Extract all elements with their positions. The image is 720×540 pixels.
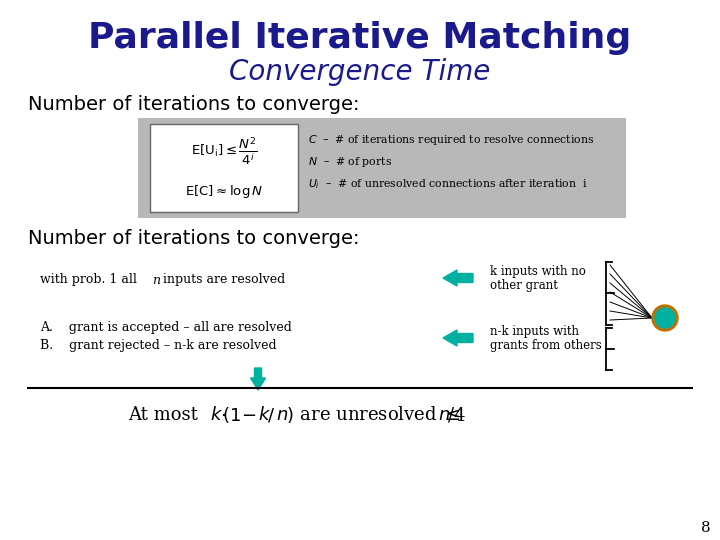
Text: $n$: $n$	[276, 406, 288, 424]
Text: k inputs with no: k inputs with no	[490, 266, 586, 279]
Text: other grant: other grant	[490, 280, 558, 293]
Text: $C$  –  # of iterations required to resolve connections: $C$ – # of iterations required to resolv…	[308, 133, 594, 147]
Text: $)$: $)$	[286, 405, 294, 425]
Text: $k$: $k$	[210, 406, 223, 424]
Text: are unresolved $\leq$: are unresolved $\leq$	[294, 406, 466, 424]
Circle shape	[652, 305, 678, 331]
FancyBboxPatch shape	[150, 124, 298, 212]
Text: $/$: $/$	[267, 406, 275, 424]
Text: n: n	[152, 273, 160, 287]
Text: $\mathrm{E[U_i]} \leq \dfrac{N^2}{4^i}$: $\mathrm{E[U_i]} \leq \dfrac{N^2}{4^i}$	[191, 136, 257, 168]
Text: grants from others: grants from others	[490, 340, 602, 353]
Text: n-k inputs with: n-k inputs with	[490, 326, 579, 339]
Text: $n$: $n$	[438, 406, 450, 424]
FancyBboxPatch shape	[138, 118, 626, 218]
FancyArrow shape	[251, 368, 266, 390]
Text: B.    grant rejected – n-k are resolved: B. grant rejected – n-k are resolved	[40, 340, 276, 353]
Text: At most: At most	[128, 406, 204, 424]
Circle shape	[655, 308, 675, 328]
Text: $N$  –  # of ports: $N$ – # of ports	[308, 155, 392, 169]
FancyArrow shape	[443, 330, 473, 346]
Text: /4: /4	[448, 406, 466, 424]
Text: $U_i$  –  # of unresolved connections after iteration  i: $U_i$ – # of unresolved connections afte…	[308, 177, 588, 191]
Text: Parallel Iterative Matching: Parallel Iterative Matching	[89, 21, 631, 55]
Text: Number of iterations to converge:: Number of iterations to converge:	[28, 96, 359, 114]
Text: Convergence Time: Convergence Time	[229, 58, 491, 86]
Text: $k$: $k$	[258, 406, 271, 424]
Text: A.    grant is accepted – all are resolved: A. grant is accepted – all are resolved	[40, 321, 292, 334]
Text: $\cdot\!(1\!-\!$: $\cdot\!(1\!-\!$	[220, 405, 257, 425]
Text: $\mathrm{E[C]} \approx \log N$: $\mathrm{E[C]} \approx \log N$	[185, 184, 263, 200]
Text: with prob. 1 all: with prob. 1 all	[40, 273, 141, 287]
Text: 8: 8	[701, 521, 711, 535]
Text: inputs are resolved: inputs are resolved	[159, 273, 285, 287]
FancyArrow shape	[443, 270, 473, 286]
Text: Number of iterations to converge:: Number of iterations to converge:	[28, 228, 359, 247]
